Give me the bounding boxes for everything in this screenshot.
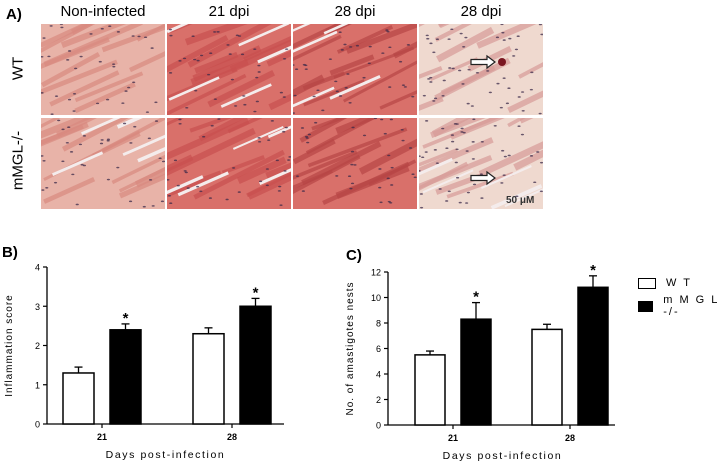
arrow-icon bbox=[470, 170, 496, 186]
histology-tile-r2-c4 bbox=[419, 118, 543, 209]
legend-label-wt: W T bbox=[666, 277, 692, 289]
histology-tile-r1-c4 bbox=[419, 24, 543, 115]
y-tick-label: 0 bbox=[376, 421, 381, 431]
bar bbox=[62, 372, 95, 425]
x-tick-label: 28 bbox=[565, 433, 575, 443]
panel-a-letter: A) bbox=[6, 6, 22, 23]
inflammation-score-chart: 0 1 2 3 4 Inflammation score Days post-infecti… bbox=[4, 263, 284, 461]
x-tick-label: 28 bbox=[227, 432, 237, 442]
y-tick-label: 4 bbox=[376, 370, 381, 380]
y-tick-label: 0 bbox=[35, 420, 40, 430]
column-header-28dpi: 28 dpi bbox=[334, 3, 376, 20]
histology-tile-r2-c3 bbox=[293, 118, 417, 209]
y-axis-label: No. of amastigotes nests bbox=[345, 281, 356, 415]
bar bbox=[192, 332, 225, 425]
x-axis-label: Days post-infection bbox=[443, 450, 563, 462]
panel-b-letter: B) bbox=[2, 244, 18, 261]
row-label-mmgl: mMGL-/- bbox=[9, 130, 27, 191]
significance-star: * bbox=[473, 289, 479, 306]
y-tick-label: 10 bbox=[371, 293, 381, 303]
row-label-wt: WT bbox=[9, 56, 27, 81]
column-header-non-infected: Non-infected bbox=[60, 3, 146, 20]
histology-tile-r1-c3 bbox=[293, 24, 417, 115]
bar bbox=[109, 329, 142, 425]
scale-bar-label: 50 μM bbox=[506, 195, 535, 206]
panel-c-letter: C) bbox=[346, 247, 362, 264]
x-axis-label: Days post-infection bbox=[106, 449, 226, 461]
significance-star: * bbox=[590, 262, 596, 279]
legend-swatch-mmgl bbox=[638, 300, 654, 312]
y-tick-label: 4 bbox=[35, 263, 40, 273]
bar bbox=[239, 305, 272, 425]
y-tick-label: 6 bbox=[376, 344, 381, 354]
x-tick-label: 21 bbox=[448, 433, 458, 443]
arrow-icon bbox=[470, 54, 496, 70]
x-tick-label: 21 bbox=[97, 432, 107, 442]
y-tick-label: 2 bbox=[35, 341, 40, 351]
histology-tile-r2-c2 bbox=[167, 118, 291, 209]
legend-label-mmgl: m M G L -/- bbox=[663, 294, 719, 318]
amastigotes-nests-chart: 0 2 4 6 8 10 12 No. of amastigotes nests Days po… bbox=[345, 262, 615, 462]
y-tick-label: 1 bbox=[35, 380, 40, 390]
significance-star: * bbox=[123, 310, 129, 327]
legend-swatch-wt bbox=[638, 277, 656, 289]
y-tick-label: 8 bbox=[376, 319, 381, 329]
histology-tile-r1-c1 bbox=[41, 24, 165, 115]
significance-star: * bbox=[253, 284, 259, 301]
bar bbox=[460, 318, 492, 426]
column-header-21dpi: 21 dpi bbox=[208, 3, 250, 20]
y-tick-label: 2 bbox=[376, 395, 381, 405]
bar bbox=[414, 354, 446, 426]
y-tick-label: 12 bbox=[371, 268, 381, 278]
legend-item-wt: W T bbox=[638, 277, 692, 289]
bar bbox=[531, 328, 563, 426]
histology-tile-r1-c2 bbox=[167, 24, 291, 115]
histology-tile-r2-c1 bbox=[41, 118, 165, 209]
y-tick-label: 3 bbox=[35, 302, 40, 312]
column-header-28dpi-zoom: 28 dpi bbox=[460, 3, 502, 20]
bar bbox=[577, 286, 609, 426]
y-axis-label: Inflammation score bbox=[4, 294, 15, 396]
legend-item-mmgl: m M G L -/- bbox=[638, 294, 727, 318]
